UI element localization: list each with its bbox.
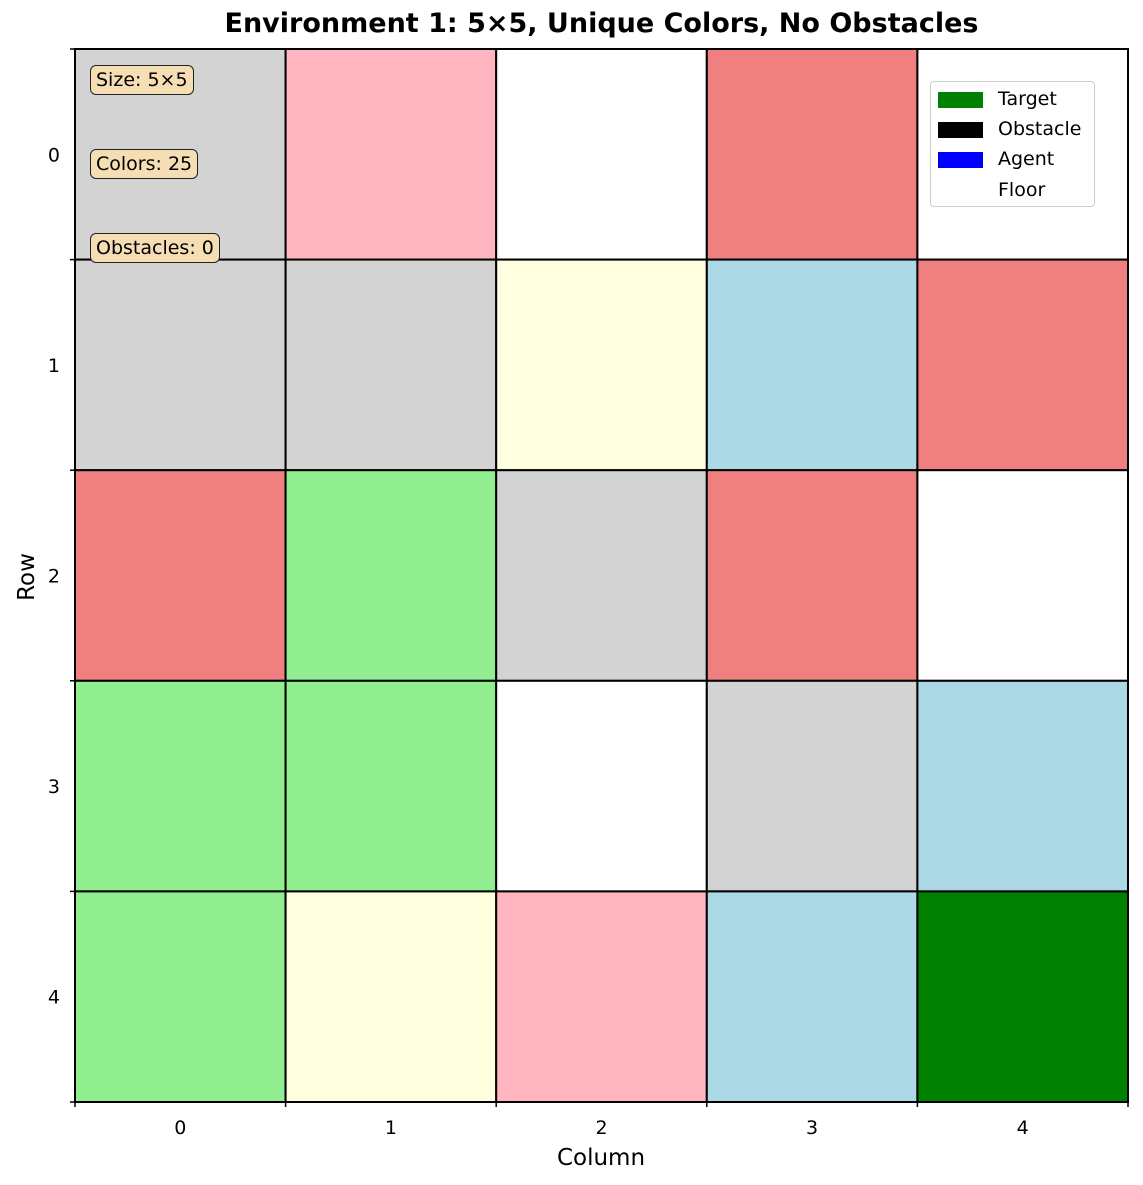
legend-label-obstacle: Obstacle	[998, 118, 1082, 140]
x-tick-label-0: 0	[174, 1117, 186, 1139]
grid-cell-r2-c2	[495, 469, 708, 682]
grid-cell-r4-c3	[705, 890, 919, 1104]
legend-swatch-target	[938, 92, 983, 108]
y-tick-label-1: 1	[48, 355, 60, 377]
grid-cell-r1-c0	[74, 258, 287, 472]
y-axis-label: Row	[14, 553, 40, 601]
x-tick-label-4: 4	[1017, 1117, 1029, 1139]
grid-cell-r4-c0	[74, 890, 287, 1104]
grid-cell-r3-c0	[74, 679, 287, 893]
grid-cell-r0-c2	[495, 48, 708, 261]
grid-cell-r3-c2	[495, 679, 708, 893]
x-tick-label-1: 1	[385, 1117, 397, 1139]
x-tick-label-2: 2	[595, 1117, 607, 1139]
grid-cell-r1-c4	[916, 258, 1130, 472]
size-info-box: Size: 5×5	[90, 65, 194, 95]
grid-cell-r1-c1	[284, 258, 498, 472]
grid-cell-r4-c4	[916, 890, 1130, 1104]
y-tick-label-3: 3	[48, 776, 60, 798]
grid-cell-r2-c1	[284, 469, 498, 682]
x-axis-ticks: 0 1 2 3 4	[74, 1102, 1129, 1139]
x-axis-label: Column	[557, 1145, 645, 1171]
colors-info-box: Colors: 25	[90, 149, 199, 179]
grid-cell-r1-c2	[495, 258, 708, 472]
grid-cell-r3-c4	[916, 679, 1130, 893]
grid-cell-r0-c1	[284, 48, 498, 261]
y-tick-label-0: 0	[48, 144, 60, 166]
legend-swatch-agent	[938, 152, 983, 168]
legend-label-agent: Agent	[998, 148, 1055, 170]
grid-cell-r1-c3	[705, 258, 919, 472]
legend-label-target: Target	[998, 88, 1057, 110]
grid-cell-r3-c1	[284, 679, 498, 893]
legend-label-floor: Floor	[998, 179, 1046, 201]
grid-cell-r0-c3	[705, 48, 919, 261]
grid-cell-r2-c3	[705, 469, 919, 682]
y-tick-label-4: 4	[48, 987, 60, 1009]
y-tick-label-2: 2	[48, 566, 60, 588]
grid-cell-r2-c4	[916, 469, 1130, 682]
grid-cell-r2-c0	[74, 469, 287, 682]
legend-swatch-floor	[938, 183, 983, 199]
grid-cell-r4-c2	[495, 890, 708, 1104]
obstacles-info-box: Obstacles: 0	[90, 233, 220, 263]
x-tick-label-3: 3	[806, 1117, 818, 1139]
grid-cell-r3-c3	[705, 679, 919, 893]
chart-title: Environment 1: 5×5, Unique Colors, No Ob…	[224, 8, 979, 39]
legend: Target Obstacle Agent Floor	[930, 81, 1095, 207]
grid-cell-r4-c1	[284, 890, 498, 1104]
legend-swatch-obstacle	[938, 122, 983, 138]
y-axis-ticks: 0 1 2 3 4	[48, 48, 75, 1103]
